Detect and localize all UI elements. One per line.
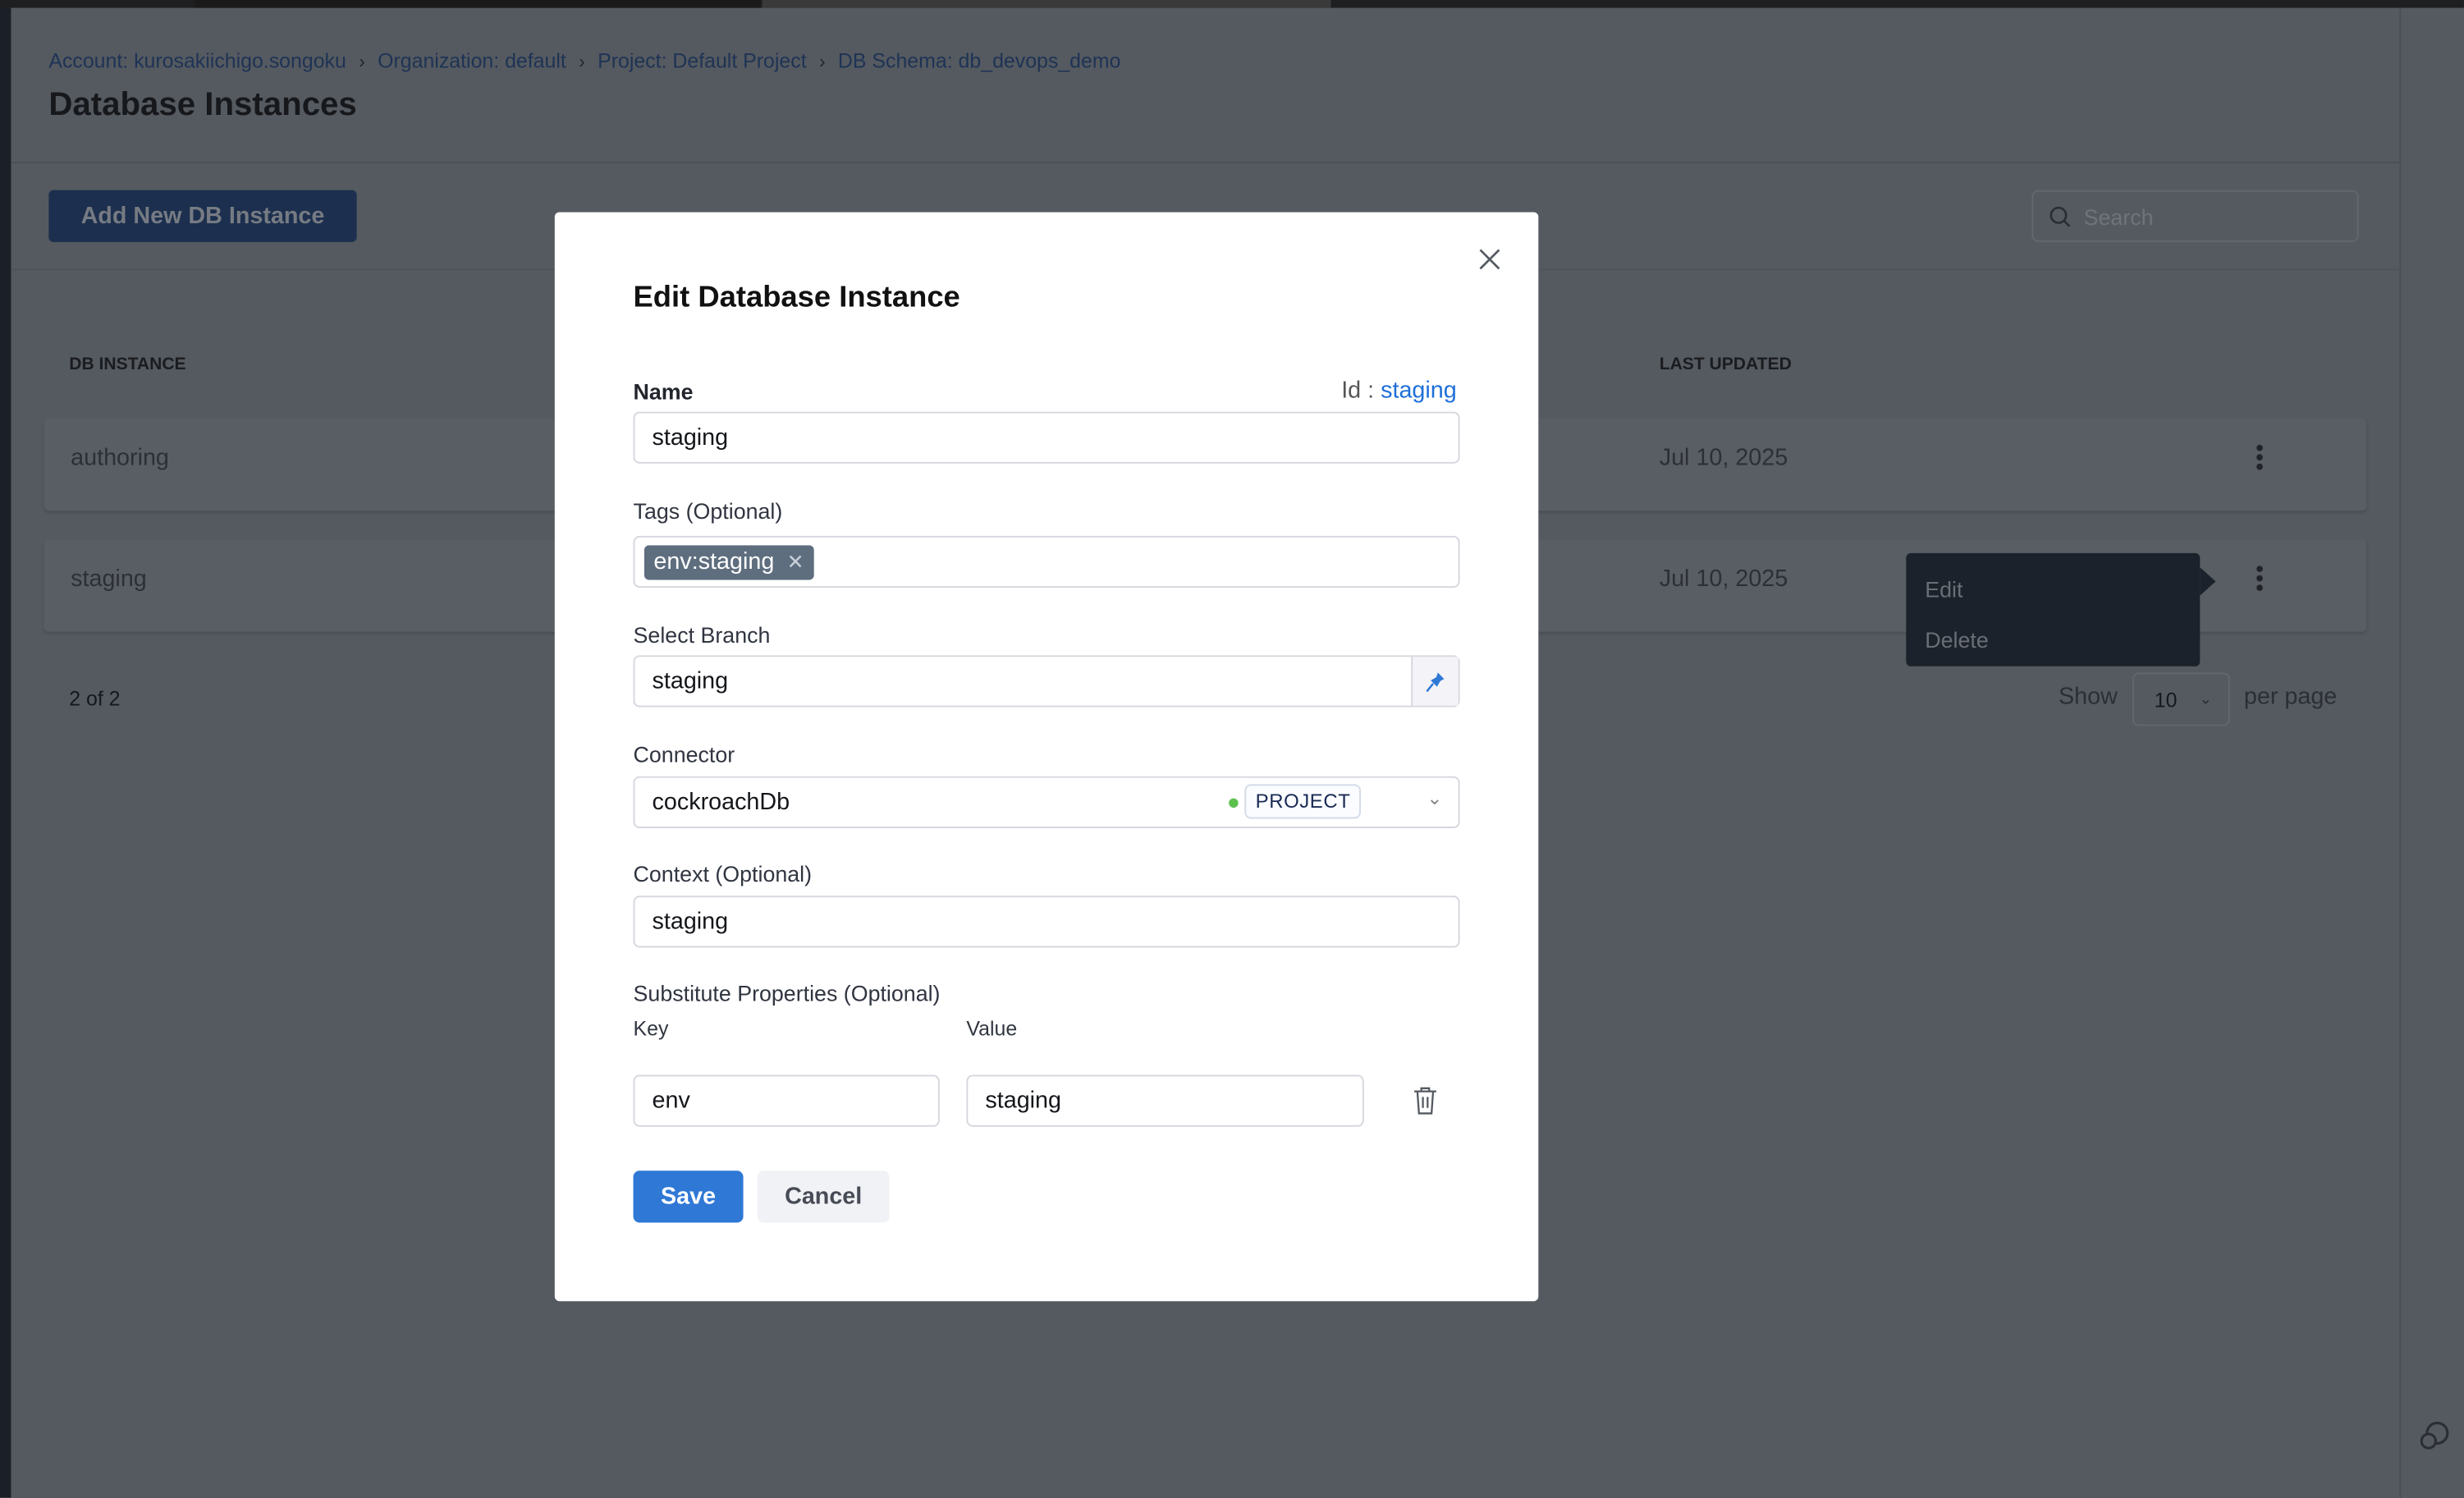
- breadcrumb-schema[interactable]: DB Schema: db_devops_demo: [837, 48, 1121, 73]
- property-key-input[interactable]: env: [633, 1074, 940, 1127]
- search-placeholder: Search: [2083, 203, 2154, 229]
- value-column-label: Value: [966, 1016, 1018, 1041]
- connector-scope-badge: PROJECT: [1244, 784, 1362, 819]
- context-label: Context (Optional): [633, 861, 813, 886]
- per-page-label: per page: [2243, 683, 2338, 711]
- tags-input[interactable]: env:staging ✕: [633, 535, 1460, 589]
- tags-label: Tags (Optional): [633, 497, 783, 524]
- right-panel: [2399, 7, 2464, 1498]
- chevron-down-icon: ⌄: [2199, 690, 2213, 708]
- instance-name: staging: [71, 566, 147, 593]
- chevron-right-icon: ›: [579, 49, 585, 72]
- search-input[interactable]: Search: [2031, 190, 2359, 242]
- substitute-properties-label: Substitute Properties (Optional): [633, 980, 941, 1006]
- context-value: staging: [652, 908, 729, 936]
- menu-item-delete[interactable]: Delete: [1925, 626, 1989, 653]
- more-options-icon[interactable]: [2256, 566, 2263, 591]
- last-updated: Jul 10, 2025: [1659, 444, 1788, 472]
- breadcrumb-organization[interactable]: Organization: default: [378, 48, 566, 73]
- property-value: staging: [985, 1087, 1062, 1115]
- branch-input[interactable]: staging: [633, 655, 1460, 708]
- search-icon: [2050, 205, 2071, 227]
- connector-value: cockroachDb: [652, 789, 790, 816]
- save-button[interactable]: Save: [633, 1170, 744, 1223]
- branch-label: Select Branch: [633, 622, 771, 648]
- property-key: env: [652, 1087, 690, 1115]
- left-sidebar: [0, 7, 11, 1498]
- pin-branch-button[interactable]: [1411, 657, 1459, 706]
- breadcrumb-project[interactable]: Project: Default Project: [598, 48, 807, 73]
- pin-icon: [1426, 671, 1445, 692]
- close-icon[interactable]: [1479, 248, 1501, 270]
- name-value: staging: [652, 424, 729, 451]
- dialog-title: Edit Database Instance: [633, 281, 960, 314]
- tag-label: env:staging: [653, 548, 775, 575]
- instance-name: authoring: [71, 444, 169, 472]
- breadcrumb-account[interactable]: Account: kurosakiichigo.songoku: [48, 48, 346, 73]
- instance-id: Id : staging: [1341, 377, 1457, 405]
- name-label: Name: [633, 378, 694, 405]
- property-value-input[interactable]: staging: [966, 1074, 1364, 1127]
- page-title: Database Instances: [48, 86, 357, 123]
- connector-select[interactable]: cockroachDb PROJECT ⌄: [633, 776, 1460, 828]
- page-size-select[interactable]: 10 ⌄: [2132, 672, 2230, 726]
- connector-label: Connector: [633, 741, 735, 767]
- edit-instance-dialog: Edit Database Instance Name Id : staging…: [554, 212, 1539, 1302]
- menu-item-edit[interactable]: Edit: [1925, 576, 1963, 602]
- page-size-value: 10: [2154, 687, 2178, 712]
- chevron-right-icon: ›: [818, 49, 826, 72]
- column-header-db-instance[interactable]: DB INSTANCE: [69, 355, 186, 374]
- remove-tag-icon[interactable]: ✕: [786, 549, 804, 573]
- last-updated: Jul 10, 2025: [1659, 566, 1788, 593]
- show-label: Show: [2058, 683, 2118, 711]
- breadcrumb: Account: kurosakiichigo.songoku › Organiz…: [48, 48, 1120, 72]
- branch-value: staging: [652, 667, 729, 695]
- connector-status-dot: [1229, 798, 1239, 809]
- chevron-right-icon: ›: [359, 49, 365, 72]
- name-input[interactable]: staging: [633, 411, 1460, 464]
- add-db-instance-button[interactable]: Add New DB Instance: [48, 190, 357, 242]
- trash-icon[interactable]: [1413, 1086, 1438, 1115]
- context-input[interactable]: staging: [633, 896, 1460, 948]
- tag-chip: env:staging ✕: [643, 544, 814, 580]
- pagination-count: 2 of 2: [69, 686, 121, 711]
- chevron-down-icon: ⌄: [1427, 787, 1443, 809]
- column-header-last-updated[interactable]: LAST UPDATED: [1659, 355, 1792, 374]
- chat-icon[interactable]: [2417, 1419, 2452, 1454]
- cancel-button[interactable]: Cancel: [757, 1170, 890, 1223]
- more-options-icon[interactable]: [2256, 444, 2263, 470]
- header-divider: [11, 162, 2400, 164]
- key-column-label: Key: [633, 1016, 669, 1041]
- top-bar: [0, 0, 2464, 8]
- row-actions-menu: Edit Delete: [1906, 552, 2216, 667]
